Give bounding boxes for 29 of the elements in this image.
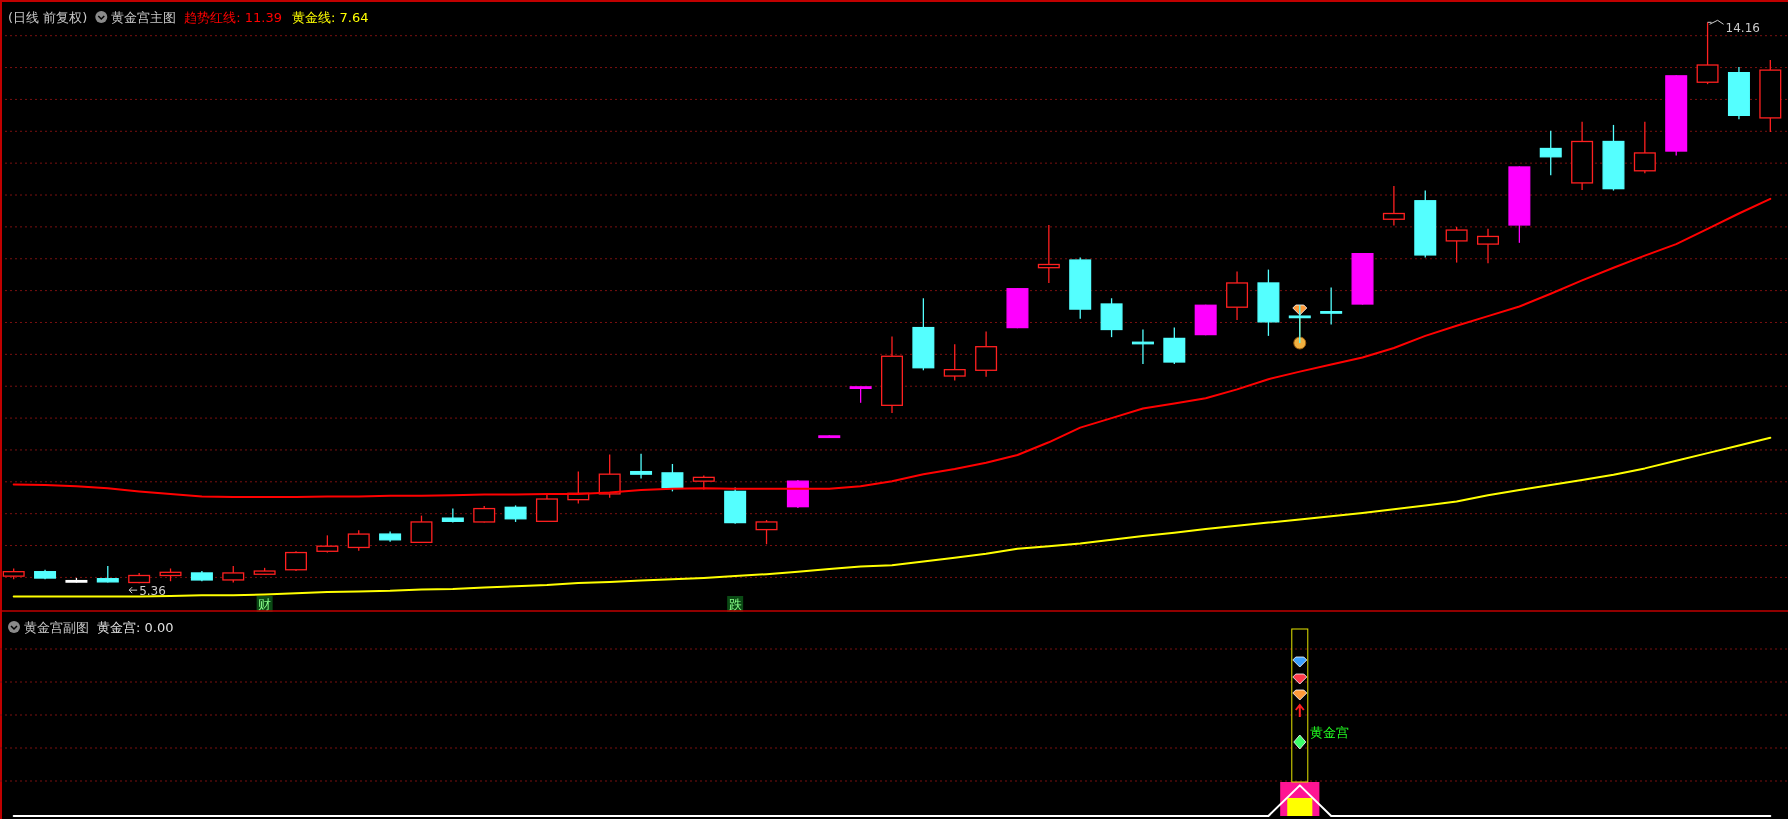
chart-title: 黄金宫副图 <box>24 620 89 635</box>
candlestick <box>1539 130 1562 176</box>
candlestick <box>598 453 621 499</box>
candlestick <box>755 519 778 545</box>
annotation: 跌 <box>728 597 742 612</box>
candlestick <box>347 529 370 552</box>
text: 黄金宫 <box>1309 725 1349 740</box>
candlestick <box>975 330 998 378</box>
candlestick <box>1633 121 1656 174</box>
candlestick <box>535 492 558 523</box>
candlestick <box>943 343 966 382</box>
candlestick <box>410 514 433 544</box>
text: (日线 前复权) <box>8 10 88 25</box>
candlestick <box>1445 226 1468 264</box>
candlestick <box>1163 326 1186 365</box>
candlestick <box>630 453 653 480</box>
annotation: 财 <box>258 597 272 612</box>
text: 黄金宫主图 <box>111 10 177 25</box>
text: 黄金线: 7.64 <box>292 10 369 25</box>
candlestick <box>1382 185 1405 227</box>
text: 趋势红线: 11.39 <box>184 10 283 25</box>
annotation: 5.36 <box>139 584 166 599</box>
text: 黄金宫: 0.00 <box>97 620 174 635</box>
annotation: 14.16 <box>1725 21 1760 36</box>
candlestick <box>285 550 307 572</box>
candlestick <box>661 463 684 493</box>
candlestick <box>1477 228 1499 264</box>
candlestick <box>1320 286 1343 326</box>
candlestick <box>1037 224 1060 284</box>
